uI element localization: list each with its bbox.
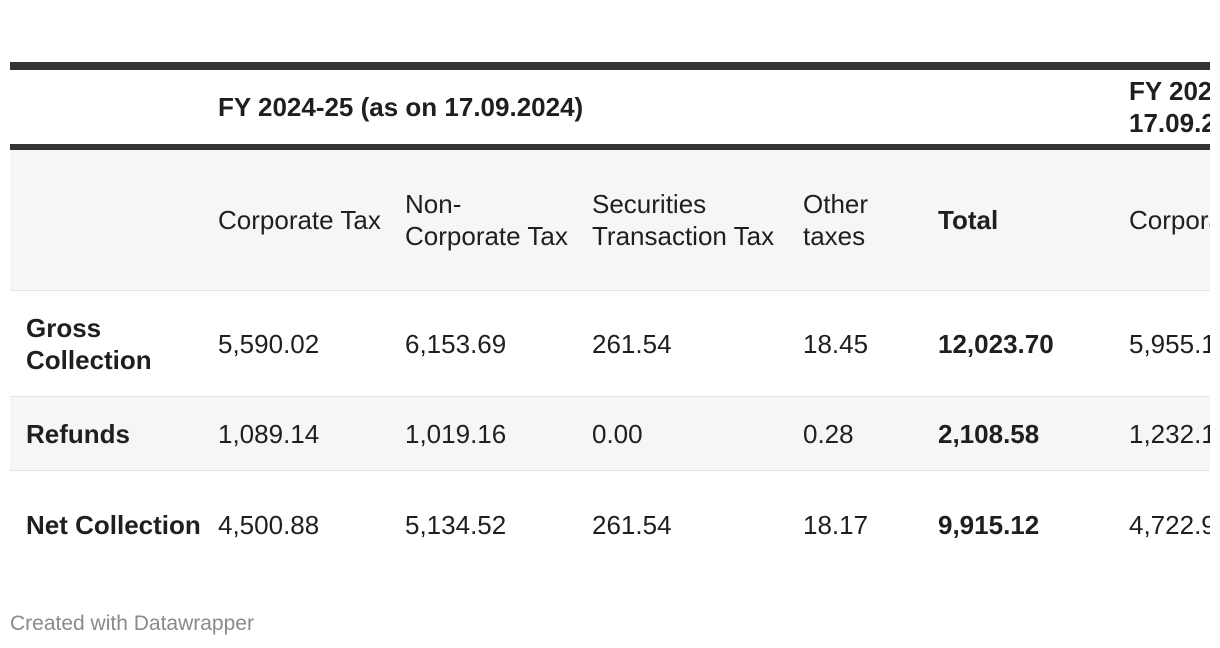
table-cell: 1,089.14 — [218, 418, 320, 449]
group-header-fy-2024-25: FY 2024-25 (as on 17.09.2024) — [218, 92, 584, 122]
table-cell: 1,232.1 — [1129, 418, 1210, 449]
table-top-rule — [10, 62, 1210, 70]
table-cell: 1,019.16 — [405, 418, 507, 449]
table-cell: 0.00 — [592, 418, 643, 449]
table-cell-total: 2,108.58 — [938, 418, 1040, 449]
column-header-total: Total — [938, 205, 999, 235]
table-cell: 18.17 — [803, 509, 869, 540]
table-cell: 261.54 — [592, 509, 672, 540]
datawrapper-credit: Created with Datawrapper — [10, 612, 254, 635]
column-header-securities-transaction-tax: Securities Transaction Tax — [592, 189, 775, 251]
row-label: Gross Collection — [26, 312, 152, 375]
table-cell: 6,153.69 — [405, 328, 507, 359]
table-cell: 5,134.52 — [405, 509, 507, 540]
group-header-row: FY 2024-25 (as on 17.09.2024) FY 2023-24… — [10, 70, 1210, 144]
column-header-other-taxes: Other taxes — [803, 189, 869, 251]
table-row-net-collection: Net Collection 4,500.88 5,134.52 261.54 … — [10, 471, 1210, 572]
group-header-fy-next: FY 2023-24 (as on 17.09.2023) — [1129, 76, 1210, 138]
table-viewport[interactable]: FY 2024-25 (as on 17.09.2024) FY 2023-24… — [10, 62, 1210, 572]
table-cell: 261.54 — [592, 328, 672, 359]
row-label: Refunds — [26, 418, 130, 449]
group-header-rule — [10, 144, 1210, 150]
table-cell: 5,955.1 — [1129, 328, 1210, 359]
table-cell: 0.28 — [803, 418, 854, 449]
column-header-non-corporate-tax: Non-Corporate Tax — [405, 189, 568, 251]
table-cell-total: 12,023.70 — [938, 328, 1054, 359]
table-cell: 4,722.9 — [1129, 509, 1210, 540]
table-cell-total: 9,915.12 — [938, 509, 1040, 540]
table-row-refunds: Refunds 1,089.14 1,019.16 0.00 0.28 2,10… — [10, 397, 1210, 471]
column-header-corporate-tax-next: Corporate Tax — [1129, 205, 1210, 235]
column-header-row: Corporate Tax Non-Corporate Tax Securiti… — [10, 150, 1210, 291]
table-cell: 4,500.88 — [218, 509, 320, 540]
row-label: Net Collection — [26, 509, 201, 540]
table-row-gross-collection: Gross Collection 5,590.02 6,153.69 261.5… — [10, 291, 1210, 397]
tax-collection-table: FY 2024-25 (as on 17.09.2024) FY 2023-24… — [10, 62, 1210, 572]
table-cell: 5,590.02 — [218, 328, 320, 359]
column-header-corporate-tax: Corporate Tax — [218, 205, 381, 235]
table-cell: 18.45 — [803, 328, 869, 359]
